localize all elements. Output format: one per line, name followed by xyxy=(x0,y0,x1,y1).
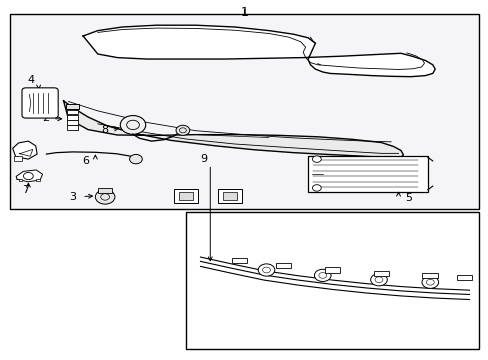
FancyBboxPatch shape xyxy=(373,271,388,276)
Polygon shape xyxy=(63,101,403,158)
FancyBboxPatch shape xyxy=(14,156,22,161)
FancyBboxPatch shape xyxy=(324,267,340,273)
FancyBboxPatch shape xyxy=(67,110,78,114)
FancyBboxPatch shape xyxy=(22,88,58,118)
Text: 3: 3 xyxy=(69,192,76,202)
FancyBboxPatch shape xyxy=(456,275,471,280)
Text: 4: 4 xyxy=(27,75,34,85)
FancyBboxPatch shape xyxy=(275,263,291,268)
FancyBboxPatch shape xyxy=(231,258,247,263)
FancyBboxPatch shape xyxy=(67,115,78,120)
FancyBboxPatch shape xyxy=(98,188,112,193)
FancyBboxPatch shape xyxy=(307,156,427,192)
FancyBboxPatch shape xyxy=(67,120,78,125)
Polygon shape xyxy=(16,170,42,182)
FancyBboxPatch shape xyxy=(223,192,236,200)
FancyBboxPatch shape xyxy=(19,179,22,181)
FancyBboxPatch shape xyxy=(185,212,478,349)
FancyBboxPatch shape xyxy=(36,179,40,181)
Circle shape xyxy=(129,154,142,164)
FancyBboxPatch shape xyxy=(422,273,437,278)
Text: 1: 1 xyxy=(240,6,248,19)
Circle shape xyxy=(314,269,330,282)
Circle shape xyxy=(258,264,274,276)
Polygon shape xyxy=(13,141,37,159)
Circle shape xyxy=(95,190,115,204)
FancyBboxPatch shape xyxy=(174,189,197,203)
FancyBboxPatch shape xyxy=(179,192,192,200)
Circle shape xyxy=(312,185,321,191)
Polygon shape xyxy=(83,25,434,77)
FancyBboxPatch shape xyxy=(218,189,241,203)
FancyBboxPatch shape xyxy=(10,14,478,209)
Circle shape xyxy=(421,276,438,288)
Text: 8: 8 xyxy=(102,125,108,135)
Circle shape xyxy=(120,116,145,134)
Circle shape xyxy=(370,274,386,286)
FancyBboxPatch shape xyxy=(65,104,79,109)
Circle shape xyxy=(176,125,189,135)
Circle shape xyxy=(312,156,321,162)
Text: 9: 9 xyxy=(200,154,206,164)
Text: 2: 2 xyxy=(42,113,49,123)
Text: 5: 5 xyxy=(405,193,411,203)
FancyBboxPatch shape xyxy=(67,125,78,130)
Text: 7: 7 xyxy=(22,185,29,195)
Text: 6: 6 xyxy=(82,156,89,166)
